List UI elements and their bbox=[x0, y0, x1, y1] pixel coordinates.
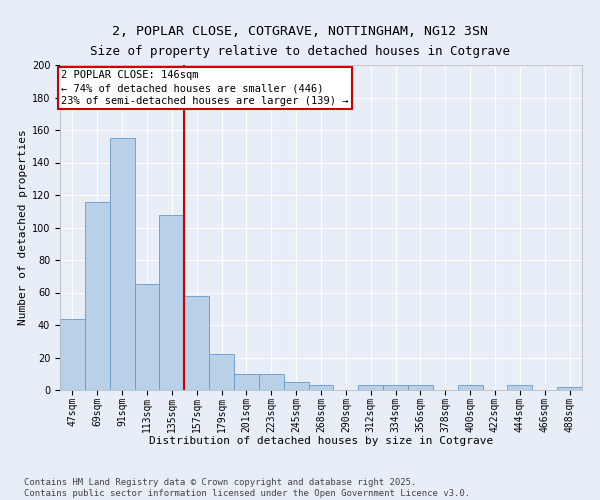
Bar bbox=[184, 296, 209, 390]
Text: 2 POPLAR CLOSE: 146sqm
← 74% of detached houses are smaller (446)
23% of semi-de: 2 POPLAR CLOSE: 146sqm ← 74% of detached… bbox=[61, 70, 349, 106]
Bar bbox=[308, 385, 334, 390]
Bar bbox=[358, 385, 383, 390]
Text: Contains HM Land Registry data © Crown copyright and database right 2025.
Contai: Contains HM Land Registry data © Crown c… bbox=[24, 478, 470, 498]
Bar bbox=[557, 387, 582, 390]
Bar bbox=[85, 202, 110, 390]
Bar bbox=[60, 318, 85, 390]
Bar bbox=[458, 385, 482, 390]
Bar bbox=[383, 385, 408, 390]
Bar bbox=[284, 382, 308, 390]
Bar bbox=[209, 354, 234, 390]
X-axis label: Distribution of detached houses by size in Cotgrave: Distribution of detached houses by size … bbox=[149, 436, 493, 446]
Bar bbox=[508, 385, 532, 390]
Y-axis label: Number of detached properties: Number of detached properties bbox=[17, 130, 28, 326]
Bar bbox=[259, 374, 284, 390]
Text: 2, POPLAR CLOSE, COTGRAVE, NOTTINGHAM, NG12 3SN: 2, POPLAR CLOSE, COTGRAVE, NOTTINGHAM, N… bbox=[112, 25, 488, 38]
Bar bbox=[408, 385, 433, 390]
Bar bbox=[160, 214, 184, 390]
Bar bbox=[110, 138, 134, 390]
Bar bbox=[234, 374, 259, 390]
Bar bbox=[134, 284, 160, 390]
Text: Size of property relative to detached houses in Cotgrave: Size of property relative to detached ho… bbox=[90, 45, 510, 58]
